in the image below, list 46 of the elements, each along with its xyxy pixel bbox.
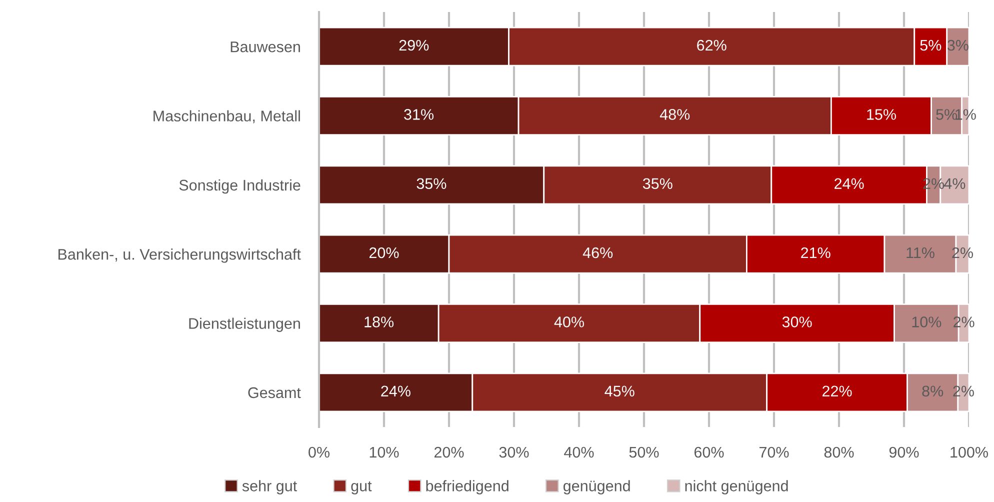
legend-label: gut bbox=[351, 481, 372, 494]
x-tick-label: 100% bbox=[950, 446, 988, 458]
data-label: 5% bbox=[920, 40, 942, 51]
x-tick-label: 30% bbox=[499, 446, 529, 458]
data-label: 62% bbox=[697, 40, 726, 51]
data-label: 22% bbox=[822, 386, 852, 396]
x-tick-label: 70% bbox=[759, 446, 789, 458]
data-label: 15% bbox=[867, 109, 896, 120]
data-label: 35% bbox=[642, 178, 672, 190]
legend-label: genügend bbox=[563, 480, 630, 494]
y-tick-label: Dienstleistungen bbox=[189, 318, 300, 332]
legend-label: nicht genügend bbox=[685, 480, 788, 494]
x-tick-label: 90% bbox=[889, 446, 919, 458]
data-label: 20% bbox=[369, 247, 399, 258]
x-tick-label: 60% bbox=[694, 446, 724, 458]
data-label: 18% bbox=[364, 316, 394, 328]
data-label: 5% bbox=[936, 109, 958, 120]
data-label: 30% bbox=[782, 316, 812, 328]
y-tick-label: Gesamt bbox=[248, 387, 301, 398]
y-tick-label: Banken-, u. Versicherungswirtschaft bbox=[58, 248, 301, 263]
data-label: 46% bbox=[582, 247, 613, 258]
data-label: 21% bbox=[801, 247, 830, 258]
data-label: 3% bbox=[947, 40, 968, 51]
legend-label: sehr gut bbox=[242, 480, 298, 494]
y-tick-label: Maschinenbau, Metall bbox=[154, 110, 300, 124]
x-tick-label: 10% bbox=[370, 446, 399, 458]
data-label: 8% bbox=[922, 386, 944, 397]
data-label: 24% bbox=[381, 386, 410, 396]
y-tick-label: Bauwesen bbox=[230, 42, 300, 52]
x-tick-label: 80% bbox=[824, 446, 854, 458]
data-label: 45% bbox=[604, 386, 634, 397]
data-label: 40% bbox=[554, 316, 584, 328]
data-label: 48% bbox=[660, 109, 690, 120]
data-label: 11% bbox=[906, 247, 934, 258]
data-label: 35% bbox=[416, 178, 446, 190]
x-tick-label: 0% bbox=[308, 446, 330, 458]
x-tick-label: 20% bbox=[434, 446, 464, 458]
x-tick-label: 50% bbox=[629, 446, 659, 458]
legend-label: befriedigend bbox=[426, 480, 508, 494]
data-label: 29% bbox=[399, 40, 429, 51]
data-label: 4% bbox=[944, 178, 966, 189]
y-tick-label: Sonstige Industrie bbox=[179, 179, 300, 194]
data-label: 24% bbox=[834, 178, 864, 189]
x-tick-label: 40% bbox=[564, 446, 594, 458]
data-label: 31% bbox=[404, 109, 434, 120]
data-label: 10% bbox=[912, 316, 942, 328]
